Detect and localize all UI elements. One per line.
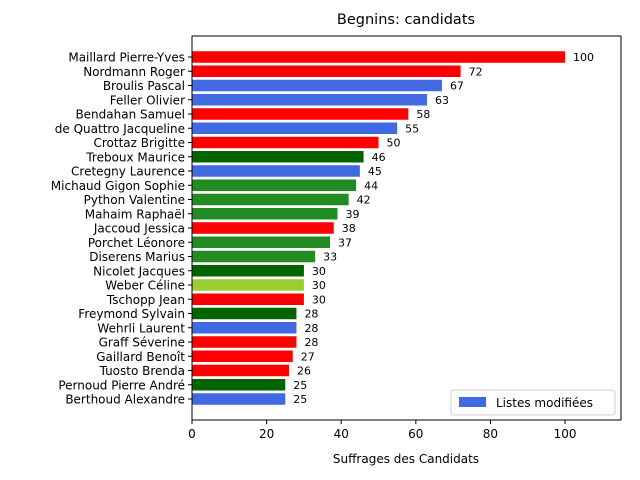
value-label: 67	[450, 80, 464, 93]
category-label: Wehrli Laurent	[97, 321, 185, 335]
value-label: 25	[293, 379, 307, 392]
category-label: Diserens Marius	[89, 250, 185, 264]
value-label: 33	[323, 251, 337, 264]
value-label: 25	[293, 393, 307, 406]
legend-swatch	[459, 397, 486, 407]
category-label: Crottaz Brigitte	[93, 136, 185, 150]
category-label: Gaillard Benoît	[96, 350, 185, 364]
bar	[192, 265, 304, 277]
bar	[192, 79, 442, 92]
category-label: Cretegny Laurence	[71, 165, 185, 179]
category-label: Tschopp Jean	[106, 293, 185, 307]
legend-frame	[450, 389, 616, 416]
x-tick-label: 100	[554, 427, 577, 441]
value-label: 58	[416, 108, 430, 121]
bar	[192, 136, 379, 149]
bar	[192, 307, 297, 320]
bar	[192, 250, 316, 263]
value-label: 46	[372, 151, 386, 164]
value-label: 63	[435, 94, 449, 107]
bar	[192, 379, 286, 391]
bar	[192, 151, 364, 163]
value-label: 28	[304, 308, 318, 321]
value-label: 30	[312, 265, 326, 278]
x-tick-label: 0	[188, 427, 196, 441]
bar	[192, 193, 349, 206]
bar	[192, 393, 286, 405]
legend: Listes modifiées	[450, 389, 616, 416]
bar	[192, 94, 428, 106]
value-label: 45	[368, 165, 382, 178]
value-label: 55	[405, 122, 419, 135]
category-label: Weber Céline	[105, 279, 185, 293]
category-label: Mahaim Raphaël	[85, 207, 185, 221]
value-label: 100	[573, 51, 594, 64]
value-label: 42	[357, 194, 371, 207]
category-label: Maillard Pierre-Yves	[68, 51, 185, 65]
value-label: 30	[312, 293, 326, 306]
bar	[192, 293, 304, 305]
value-label: 50	[387, 137, 401, 150]
value-label: 28	[304, 322, 318, 335]
x-tick-label: 60	[408, 427, 423, 441]
bar	[192, 236, 331, 248]
bar	[192, 222, 334, 234]
value-label: 28	[304, 336, 318, 349]
value-label: 30	[312, 279, 326, 292]
category-label: Jaccoud Jessica	[93, 222, 185, 236]
bar	[192, 208, 338, 220]
bar	[192, 108, 409, 120]
x-tick-label: 80	[483, 427, 498, 441]
plot-frame	[191, 35, 622, 421]
category-label: Nicolet Jacques	[93, 264, 185, 278]
category-label: Nordmann Roger	[83, 65, 185, 79]
category-label: Berthoud Alexandre	[65, 393, 185, 407]
category-label: Freymond Sylvain	[78, 307, 185, 321]
category-label: Pernoud Pierre André	[58, 378, 185, 392]
bar	[192, 364, 289, 377]
value-labels-group: 1007267635855504645444239383733303030282…	[293, 51, 594, 406]
category-label: Feller Olivier	[110, 93, 185, 107]
bar	[192, 322, 297, 334]
category-label: Graff Séverine	[99, 336, 185, 350]
x-tick-label: 20	[259, 427, 274, 441]
bars-group	[192, 51, 566, 405]
x-axis-label: Suffrages des Candidats	[333, 452, 479, 466]
value-label: 26	[297, 365, 311, 378]
bar	[192, 122, 398, 134]
x-tick-label: 40	[334, 427, 349, 441]
category-label: Broulis Pascal	[103, 79, 185, 93]
category-label: Python Valentine	[84, 193, 185, 207]
chart-title: Begnins: candidats	[337, 12, 475, 28]
category-label: Porchet Léonore	[88, 236, 185, 250]
x-axis-ticks-group: 0 20 40 60 80 100	[188, 420, 576, 441]
value-label: 37	[338, 236, 352, 249]
category-label: Bendahan Samuel	[75, 108, 185, 122]
bar	[192, 350, 293, 362]
bar	[192, 279, 304, 291]
bar	[192, 179, 357, 191]
bar	[192, 51, 566, 63]
category-label: Treboux Maurice	[85, 150, 185, 164]
value-label: 44	[364, 179, 378, 192]
value-label: 27	[301, 350, 315, 363]
bar	[192, 165, 360, 177]
category-label: de Quattro Jacqueline	[55, 122, 185, 136]
legend-label: Listes modifiées	[496, 396, 593, 410]
bar	[192, 336, 297, 348]
category-label: Michaud Gigon Sophie	[51, 179, 185, 193]
category-label: Tuosto Brenda	[99, 364, 185, 378]
bar	[192, 65, 461, 77]
value-label: 72	[469, 65, 483, 78]
value-label: 39	[345, 208, 359, 221]
value-label: 38	[342, 222, 356, 235]
